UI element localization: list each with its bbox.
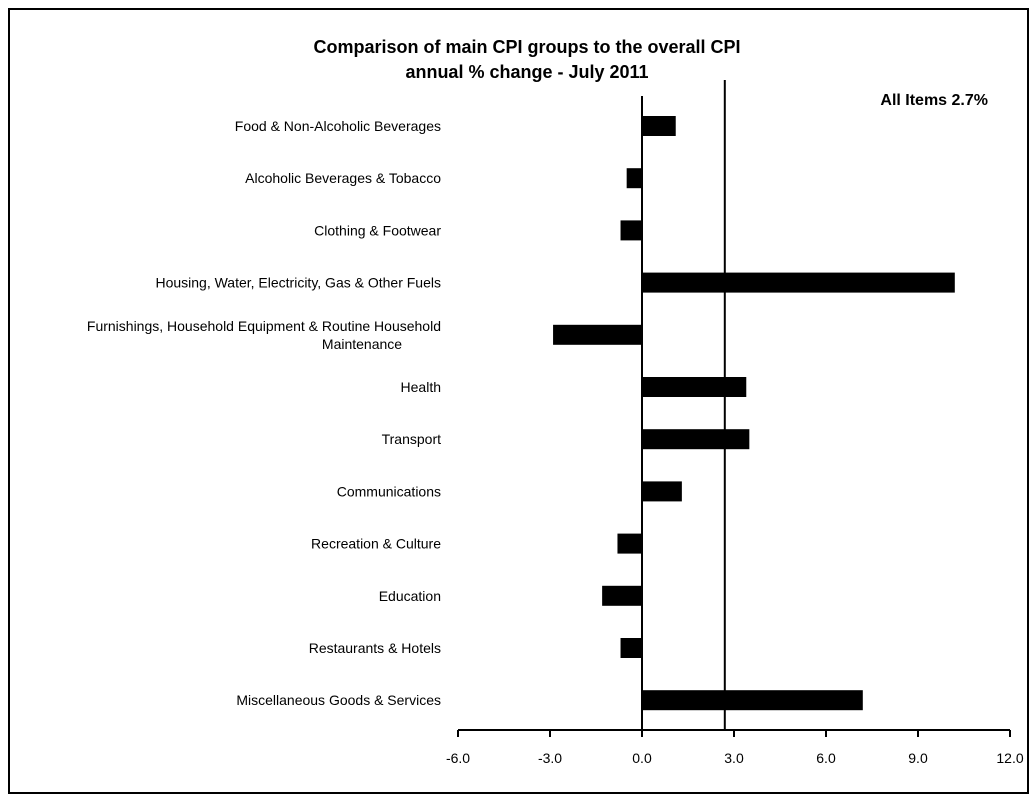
category-label: Clothing & Footwear	[314, 222, 441, 238]
category-label: Furnishings, Household Equipment & Routi…	[87, 318, 441, 334]
bars	[553, 116, 955, 711]
bar	[617, 533, 642, 554]
x-tick-label: 6.0	[816, 750, 836, 766]
category-label: Communications	[337, 483, 441, 499]
category-label: Miscellaneous Goods & Services	[236, 692, 441, 708]
bar	[620, 220, 642, 241]
bar	[642, 481, 682, 502]
all-items-annotation: All Items 2.7%	[880, 92, 988, 109]
x-tick-label: -3.0	[538, 750, 562, 766]
bar	[642, 272, 955, 293]
x-tick-label: 0.0	[632, 750, 652, 766]
category-label-continued: Maintenance	[322, 336, 402, 352]
bar	[620, 638, 642, 658]
category-label: Restaurants & Hotels	[309, 640, 441, 656]
bar	[642, 690, 863, 711]
category-label: Health	[401, 379, 441, 395]
x-tick-label: 9.0	[908, 750, 928, 766]
x-tick-label: 12.0	[996, 750, 1023, 766]
x-axis-ticks: -6.0 -3.0 0.0 3.0 6.0 9.0 12.0	[446, 730, 1024, 766]
category-label: Education	[379, 588, 441, 604]
bar	[642, 429, 750, 450]
bar	[642, 116, 676, 136]
bar	[642, 377, 747, 397]
bar	[626, 168, 642, 189]
chart-subtitle: annual % change - July 2011	[405, 62, 648, 82]
x-tick-label: 3.0	[724, 750, 744, 766]
category-label: Food & Non-Alcoholic Beverages	[235, 118, 441, 134]
x-tick-label: -6.0	[446, 750, 470, 766]
category-label: Transport	[382, 431, 442, 447]
chart-frame	[8, 8, 1029, 794]
chart-title: Comparison of main CPI groups to the ove…	[313, 37, 740, 57]
category-label: Alcoholic Beverages & Tobacco	[245, 170, 441, 186]
bar	[602, 585, 642, 606]
category-label: Recreation & Culture	[311, 536, 441, 552]
category-label: Housing, Water, Electricity, Gas & Other…	[155, 275, 441, 291]
bar	[553, 324, 642, 345]
category-labels: Food & Non-Alcoholic Beverages Alcoholic …	[87, 118, 441, 708]
